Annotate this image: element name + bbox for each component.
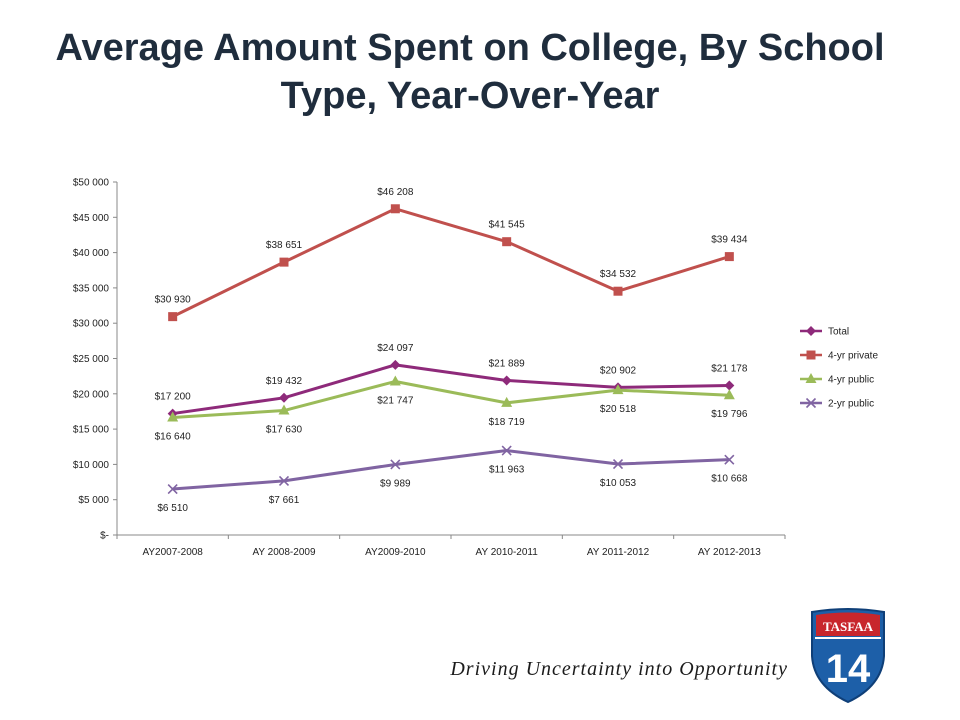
- series-line: [172, 449, 730, 491]
- data-label: $18 719: [489, 417, 526, 428]
- svg-text:TASFAA: TASFAA: [823, 619, 874, 634]
- y-tick-label: $25 000: [73, 354, 110, 365]
- data-label: $11 963: [489, 465, 525, 476]
- x-tick-label: AY 2012-2013: [698, 547, 761, 558]
- data-label: $7 661: [269, 495, 300, 506]
- data-point: [612, 458, 624, 470]
- x-tick-label: AY 2011-2012: [587, 547, 650, 558]
- tagline: Driving Uncertainty into Opportunity: [450, 658, 788, 680]
- data-label: $39 434: [711, 235, 748, 246]
- data-label: $34 532: [600, 269, 637, 280]
- data-point: [501, 445, 512, 456]
- data-point: [501, 396, 513, 407]
- data-point: [167, 411, 179, 422]
- y-tick-label: $-: [100, 531, 109, 542]
- data-point: [724, 252, 734, 262]
- data-label: $10 668: [711, 474, 748, 485]
- data-label: $30 930: [155, 295, 192, 306]
- data-label: $16 640: [155, 432, 192, 443]
- x-tick-label: AY 2008-2009: [252, 547, 315, 558]
- data-point: [168, 312, 178, 322]
- y-tick-label: $15 000: [73, 425, 110, 436]
- data-point: [390, 204, 400, 214]
- y-tick-label: $5 000: [78, 495, 109, 506]
- data-point: [501, 375, 512, 386]
- data-point: [390, 459, 401, 470]
- data-label: $46 208: [377, 187, 414, 198]
- data-label: $17 630: [266, 425, 303, 436]
- data-point: [613, 286, 623, 296]
- data-point: [724, 380, 735, 391]
- data-point: [389, 375, 401, 386]
- data-point: [278, 475, 290, 486]
- data-label: $9 989: [380, 478, 411, 489]
- data-label: $38 651: [266, 240, 303, 251]
- data-label: $6 510: [157, 503, 188, 514]
- data-label: $19 432: [266, 376, 303, 387]
- y-tick-label: $10 000: [73, 460, 110, 471]
- data-point: [279, 392, 289, 403]
- y-tick-label: $45 000: [73, 213, 110, 224]
- svg-text:14: 14: [826, 647, 871, 691]
- data-label: $24 097: [377, 343, 414, 354]
- series-line: [172, 363, 730, 416]
- data-label: $21 747: [377, 395, 414, 406]
- series-line: [172, 207, 730, 318]
- data-label: $21 178: [711, 363, 748, 374]
- series-line: [172, 379, 730, 420]
- data-point: [167, 483, 178, 495]
- x-tick-label: AY2009-2010: [365, 547, 426, 558]
- data-label: $19 796: [711, 409, 748, 420]
- legend-label: 2-yr public: [828, 399, 874, 410]
- tasfaa-14-logo: TASFAA 14: [811, 608, 885, 704]
- data-label: $17 200: [155, 392, 192, 403]
- data-label: $20 518: [600, 404, 637, 415]
- y-tick-label: $35 000: [73, 283, 110, 294]
- y-tick-label: $40 000: [73, 248, 110, 259]
- data-point: [278, 404, 290, 415]
- data-point: [612, 384, 624, 395]
- data-label: $21 889: [489, 358, 526, 369]
- data-label: $41 545: [489, 220, 526, 231]
- legend-marker: [805, 397, 817, 409]
- legend-marker: [806, 350, 816, 360]
- legend-marker: [806, 326, 816, 336]
- chart-title: Average Amount Spent on College, By Scho…: [55, 27, 885, 117]
- legend-marker: [805, 373, 817, 383]
- x-tick-label: AY 2010-2011: [476, 547, 539, 558]
- legend-label: 4-yr private: [828, 351, 878, 362]
- legend-label: 4-yr public: [828, 375, 874, 386]
- data-label: $20 902: [600, 365, 637, 376]
- y-tick-label: $20 000: [73, 389, 110, 400]
- y-tick-label: $50 000: [73, 178, 110, 189]
- data-label: $10 053: [600, 478, 637, 489]
- legend-label: Total: [828, 327, 849, 338]
- y-tick-label: $30 000: [73, 319, 110, 330]
- data-point: [723, 389, 735, 400]
- data-point: [502, 237, 512, 247]
- data-point: [279, 257, 289, 267]
- data-point: [390, 359, 401, 370]
- x-tick-label: AY2007-2008: [142, 547, 203, 558]
- data-point: [724, 454, 735, 465]
